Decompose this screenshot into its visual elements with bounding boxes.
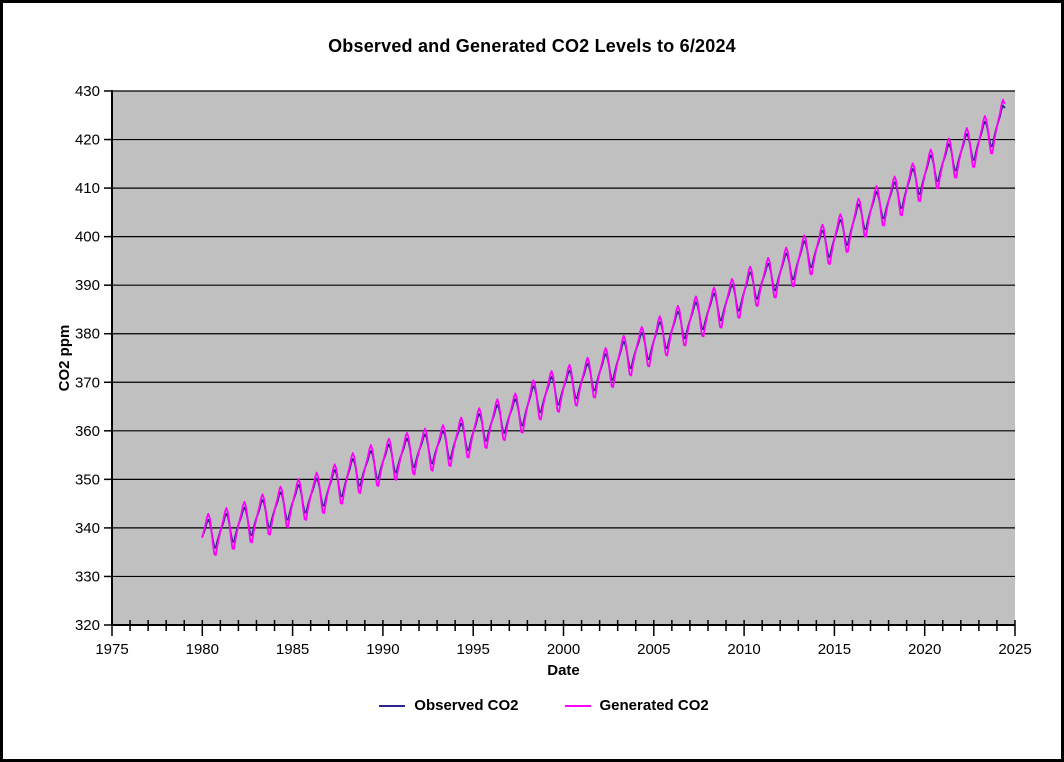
x-tick-label: 1990: [366, 641, 399, 658]
observed-line-swatch: [379, 704, 406, 707]
x-tick-label: 2000: [547, 641, 580, 658]
plot-area: 320 330 340 350 360 370 380 390 400 410 420 430 1975…: [75, 83, 1032, 658]
x-tick-label: 2015: [818, 641, 851, 658]
y-tick-label: 420: [75, 132, 100, 149]
x-tick-label: 2025: [998, 641, 1031, 658]
y-tick-label: 340: [75, 520, 100, 537]
y-tick-label: 330: [75, 568, 100, 585]
y-tick-label: 360: [75, 423, 100, 440]
generated-line-swatch: [564, 704, 591, 707]
x-tick-label: 2005: [637, 641, 670, 658]
y-tick-label: 390: [75, 277, 100, 294]
x-tick-label: 1975: [95, 641, 128, 658]
generated-co2-line: [201, 98, 1006, 556]
legend-label-observed: Observed CO2: [414, 697, 519, 714]
legend: Observed CO2 Generated CO2: [15, 697, 1061, 714]
x-tick-label: 2010: [727, 641, 760, 658]
legend-item-observed: Observed CO2: [379, 697, 519, 714]
y-tick-label: 380: [75, 326, 100, 343]
y-tick-label: 400: [75, 229, 100, 246]
chart-title: Observed and Generated CO2 Levels to 6/2…: [328, 36, 736, 56]
y-tick-label: 320: [75, 617, 100, 634]
legend-item-generated: Generated CO2: [564, 697, 709, 714]
x-tick-label: 1980: [186, 641, 219, 658]
y-tick-label: 410: [75, 180, 100, 197]
y-axis-title: CO2 ppm: [56, 324, 73, 392]
x-axis-title: Date: [547, 662, 580, 679]
y-tick-label: 350: [75, 471, 100, 488]
x-tick-label: 1995: [457, 641, 490, 658]
y-tick-label: 430: [75, 83, 100, 100]
legend-label-generated: Generated CO2: [599, 697, 709, 714]
x-tick-label: 2020: [908, 641, 941, 658]
plot-background: [112, 91, 1015, 625]
x-tick-label: 1985: [276, 641, 309, 658]
y-tick-label: 370: [75, 374, 100, 391]
